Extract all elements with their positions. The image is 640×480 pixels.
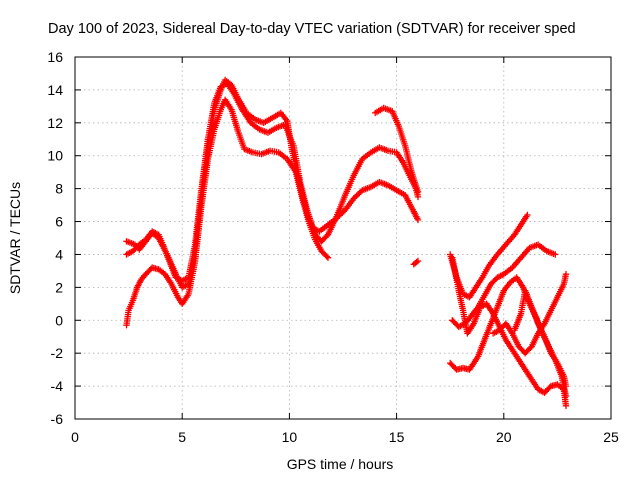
series-markers: [410, 257, 422, 268]
x-tick-label: 5: [178, 429, 186, 445]
y-tick-label: 6: [55, 214, 63, 230]
y-axis-label: SDTVAR / TECUs: [7, 182, 23, 294]
series-line: [125, 99, 329, 326]
series-markers: [489, 271, 570, 357]
series-track-10: [489, 271, 570, 357]
y-tick-label: 8: [55, 181, 63, 197]
y-tick-label: 0: [55, 312, 63, 328]
series-track-5: [410, 257, 422, 268]
y-tick-label: -4: [51, 378, 64, 394]
x-tick-label: 20: [496, 429, 512, 445]
series-markers: [449, 241, 559, 331]
y-tick-label: 12: [47, 115, 63, 131]
x-tick-label: 0: [71, 429, 79, 445]
y-tick-label: 14: [47, 82, 63, 98]
ticks: 0 5 10 15 20 25 -6 -4 -2 0 2 4 6 8 10 12 14 16: [47, 49, 619, 445]
series-markers: [511, 287, 570, 390]
series-group: [123, 76, 570, 409]
y-tick-label: 16: [47, 49, 63, 65]
y-tick-label: 10: [47, 148, 63, 164]
y-tick-label: 4: [55, 246, 63, 262]
series-markers: [123, 96, 332, 329]
y-tick-label: 2: [55, 279, 63, 295]
y-tick-label: -2: [51, 345, 64, 361]
series-track-9: [449, 254, 570, 409]
series-markers: [449, 254, 570, 409]
plot-frame: [74, 56, 612, 420]
series-track-4: [372, 104, 422, 196]
x-axis-label: GPS time / hours: [287, 456, 394, 472]
series-track-3: [123, 96, 332, 329]
series-track-11: [511, 287, 570, 390]
x-tick-label: 15: [389, 429, 405, 445]
x-tick-label: 10: [282, 429, 298, 445]
series-track-2: [123, 80, 422, 284]
y-tick-label: -6: [51, 411, 64, 427]
series-markers: [372, 104, 422, 196]
x-tick-label: 25: [603, 429, 619, 445]
chart-title: Day 100 of 2023, Sidereal Day-to-day VTE…: [48, 21, 576, 37]
